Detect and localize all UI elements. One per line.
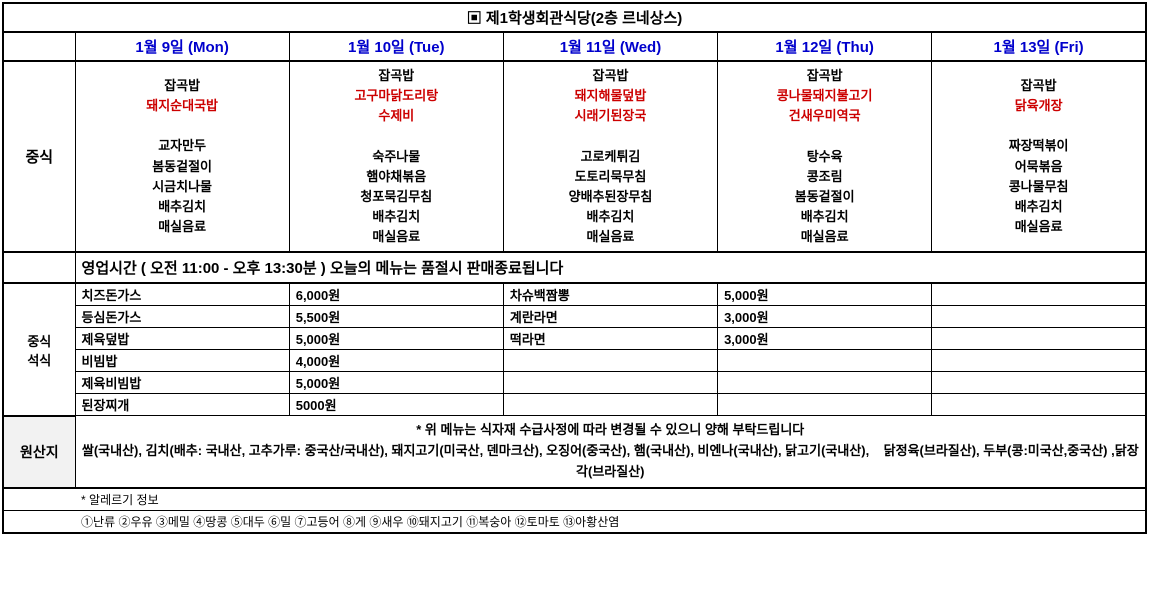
alacarte-row-label: 중식 석식 xyxy=(3,283,75,416)
allergy-list: ①난류 ②우유 ③메밀 ④땅콩 ⑤대두 ⑥밀 ⑦고등어 ⑧게 ⑨새우 ⑩돼지고기… xyxy=(75,510,1146,533)
ac-r-price xyxy=(718,350,932,372)
origin-label: 원산지 xyxy=(3,416,75,488)
ac-r-price xyxy=(718,394,932,416)
allergy-title-row: * 알레르기 정보 xyxy=(3,488,1146,511)
day-header: 1월 12일 (Thu) xyxy=(718,32,932,61)
alacarte-row: 제육비빔밥 5,000원 xyxy=(3,372,1146,394)
origin-body: * 위 메뉴는 식자재 수급사정에 따라 변경될 수 있으니 양해 부탁드립니다… xyxy=(75,416,1146,488)
origin-line2: 쌀(국내산), 김치(배추: 국내산, 고추가루: 중국산/국내산), 돼지고기… xyxy=(80,441,1141,483)
ac-l-price: 4,000원 xyxy=(289,350,503,372)
ac-empty xyxy=(932,328,1146,350)
ac-empty xyxy=(932,306,1146,328)
allergy-empty xyxy=(3,488,75,511)
ac-l-name: 된장찌개 xyxy=(75,394,289,416)
ac-r-price: 3,000원 xyxy=(718,306,932,328)
ac-l-price: 5,000원 xyxy=(289,372,503,394)
menu-cell-wed: 잡곡밥돼지해물덮밥시래기된장국 고로케튀김도토리묵무침양배추된장무침배추김치매실… xyxy=(503,61,717,252)
title-row: ▣ 제1학생회관식당(2층 르네상스) xyxy=(3,3,1146,32)
ac-l-name: 제육비빔밥 xyxy=(75,372,289,394)
ac-r-name: 계란라면 xyxy=(503,306,717,328)
allergy-empty xyxy=(3,510,75,533)
alacarte-label-2: 석식 xyxy=(10,350,69,369)
ac-l-name: 제육덮밥 xyxy=(75,328,289,350)
table-title: ▣ 제1학생회관식당(2층 르네상스) xyxy=(3,3,1146,32)
day-header: 1월 9일 (Mon) xyxy=(75,32,289,61)
alacarte-row: 등심돈가스 5,500원 계란라면 3,000원 xyxy=(3,306,1146,328)
menu-cell-fri: 잡곡밥닭육개장 짜장떡볶이어묵볶음콩나물무침배추김치매실음료 xyxy=(932,61,1146,252)
day-header: 1월 10일 (Tue) xyxy=(289,32,503,61)
header-row: 1월 9일 (Mon) 1월 10일 (Tue) 1월 11일 (Wed) 1월… xyxy=(3,32,1146,61)
ac-l-price: 5000원 xyxy=(289,394,503,416)
notice-text: 영업시간 ( 오전 11:00 - 오후 13:30분 ) 오늘의 메뉴는 품절… xyxy=(75,252,1146,283)
ac-r-price: 3,000원 xyxy=(718,328,932,350)
menu-cell-mon: 잡곡밥돼지순대국밥 교자만두봄동겉절이시금치나물배추김치매실음료 xyxy=(75,61,289,252)
lunch-row: 중식 잡곡밥돼지순대국밥 교자만두봄동겉절이시금치나물배추김치매실음료 잡곡밥고… xyxy=(3,61,1146,252)
ac-r-name: 차슈백짬뽕 xyxy=(503,283,717,306)
origin-row: 원산지 * 위 메뉴는 식자재 수급사정에 따라 변경될 수 있으니 양해 부탁… xyxy=(3,416,1146,488)
alacarte-label-1: 중식 xyxy=(10,331,69,350)
ac-l-price: 5,500원 xyxy=(289,306,503,328)
menu-table: ▣ 제1학생회관식당(2층 르네상스) 1월 9일 (Mon) 1월 10일 (… xyxy=(2,2,1147,534)
ac-empty xyxy=(932,283,1146,306)
ac-empty xyxy=(932,394,1146,416)
day-header: 1월 13일 (Fri) xyxy=(932,32,1146,61)
ac-r-price xyxy=(718,372,932,394)
ac-l-price: 6,000원 xyxy=(289,283,503,306)
alacarte-row: 비빔밥 4,000원 xyxy=(3,350,1146,372)
menu-cell-tue: 잡곡밥고구마닭도리탕수제비 숙주나물햄야채볶음청포묵김무침배추김치매실음료 xyxy=(289,61,503,252)
allergy-list-row: ①난류 ②우유 ③메밀 ④땅콩 ⑤대두 ⑥밀 ⑦고등어 ⑧게 ⑨새우 ⑩돼지고기… xyxy=(3,510,1146,533)
ac-l-price: 5,000원 xyxy=(289,328,503,350)
ac-l-name: 치즈돈가스 xyxy=(75,283,289,306)
ac-r-name xyxy=(503,372,717,394)
day-header: 1월 11일 (Wed) xyxy=(503,32,717,61)
header-empty xyxy=(3,32,75,61)
ac-l-name: 등심돈가스 xyxy=(75,306,289,328)
notice-empty xyxy=(3,252,75,283)
menu-cell-thu: 잡곡밥콩나물돼지불고기건새우미역국 탕수육콩조림봄동겉절이배추김치매실음료 xyxy=(718,61,932,252)
ac-r-name xyxy=(503,394,717,416)
lunch-row-label: 중식 xyxy=(3,61,75,252)
ac-r-name xyxy=(503,350,717,372)
alacarte-row: 된장찌개 5000원 xyxy=(3,394,1146,416)
ac-empty xyxy=(932,372,1146,394)
origin-line1: * 위 메뉴는 식자재 수급사정에 따라 변경될 수 있으니 양해 부탁드립니다 xyxy=(80,420,1141,441)
alacarte-row: 중식 석식 치즈돈가스 6,000원 차슈백짬뽕 5,000원 xyxy=(3,283,1146,306)
ac-l-name: 비빔밥 xyxy=(75,350,289,372)
allergy-title: * 알레르기 정보 xyxy=(75,488,1146,511)
ac-r-price: 5,000원 xyxy=(718,283,932,306)
ac-empty xyxy=(932,350,1146,372)
alacarte-row: 제육덮밥 5,000원 떡라면 3,000원 xyxy=(3,328,1146,350)
ac-r-name: 떡라면 xyxy=(503,328,717,350)
notice-row: 영업시간 ( 오전 11:00 - 오후 13:30분 ) 오늘의 메뉴는 품절… xyxy=(3,252,1146,283)
